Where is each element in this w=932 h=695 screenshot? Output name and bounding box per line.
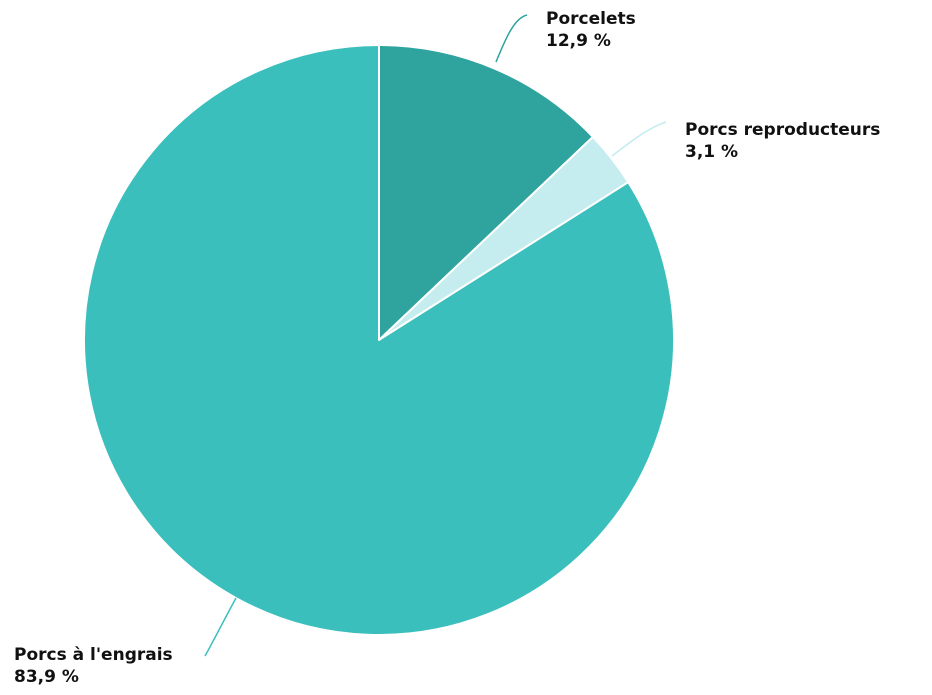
leader-lines <box>204 14 667 657</box>
slice-label-name: Porcs à l'engrais <box>14 645 173 665</box>
pie-slices <box>83 44 675 636</box>
slice-label-value: 12,9 % <box>546 31 611 51</box>
leader-line-porcs-reproducteurs <box>611 121 667 157</box>
leader-line-porcelets <box>495 14 528 63</box>
leader-line-porcs-a-l-engrais <box>204 597 237 657</box>
slice-labels: Porcelets 12,9 %Porcs reproducteurs 3,1 %P… <box>14 9 880 687</box>
slice-label-porcs-reproducteurs: Porcs reproducteurs 3,1 % <box>685 120 880 162</box>
slice-label-porcelets: Porcelets 12,9 % <box>546 9 636 51</box>
slice-label-value: 3,1 % <box>685 142 738 162</box>
slice-label-name: Porcelets <box>546 9 636 29</box>
slice-label-porcs-a-l-engrais: Porcs à l'engrais 83,9 % <box>14 645 173 687</box>
slice-label-name: Porcs reproducteurs <box>685 120 880 140</box>
slice-label-value: 83,9 % <box>14 667 79 687</box>
pie-slice-porcelets <box>378 44 594 341</box>
pie-slice-porcs-a-l-engrais <box>83 44 675 636</box>
